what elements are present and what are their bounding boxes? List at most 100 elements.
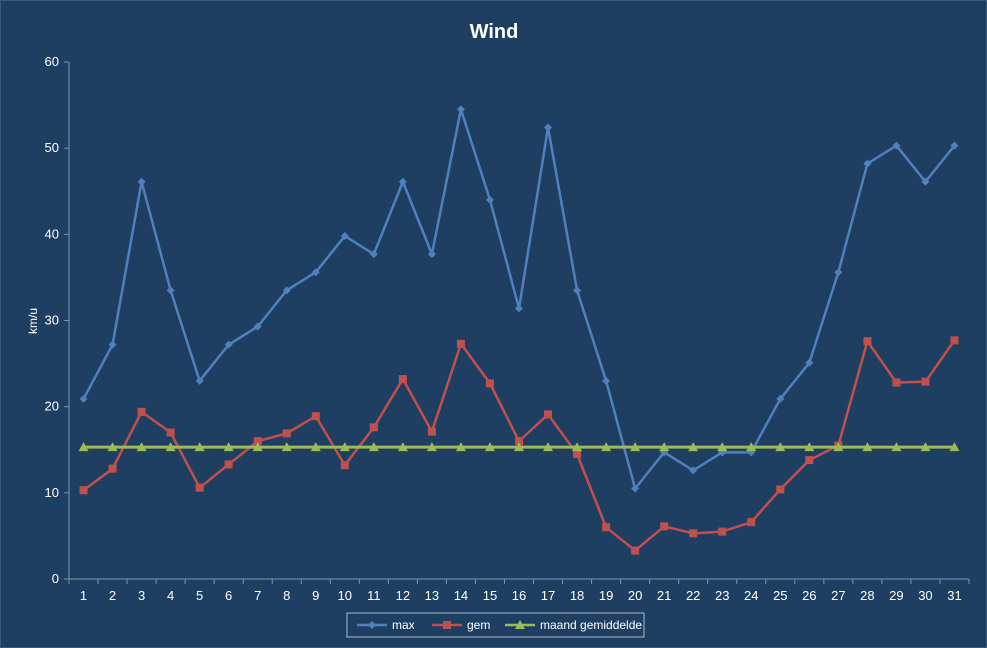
legend-marker [368, 621, 376, 629]
series-layer [78, 105, 960, 555]
x-tick-label: 5 [196, 588, 203, 603]
data-point [514, 442, 524, 452]
x-tick-label: 22 [686, 588, 700, 603]
x-tick-label: 6 [225, 588, 232, 603]
data-point [310, 442, 321, 452]
data-point [659, 442, 670, 452]
data-point [689, 466, 698, 475]
data-point [78, 442, 89, 452]
data-point [107, 442, 118, 452]
data-point [515, 437, 523, 446]
data-point [224, 460, 233, 469]
x-tick-label: 18 [570, 588, 584, 603]
data-point [746, 442, 757, 452]
data-point [863, 159, 872, 168]
data-point [282, 286, 291, 295]
y-axis-label: km/u [26, 308, 40, 334]
series-gem [79, 336, 959, 555]
data-point [949, 442, 960, 452]
data-point [892, 141, 901, 150]
data-point [921, 177, 930, 186]
x-tick-label: 19 [599, 588, 613, 603]
data-point [834, 268, 843, 277]
data-point [805, 358, 814, 367]
data-point [397, 442, 408, 452]
data-point [572, 442, 583, 452]
data-point [455, 442, 466, 452]
data-point [340, 461, 349, 470]
data-point [136, 442, 147, 452]
data-point [688, 442, 699, 452]
x-tick-label: 17 [541, 588, 555, 603]
data-point [427, 250, 436, 259]
data-point [137, 177, 146, 186]
x-tick-label: 14 [454, 588, 468, 603]
data-point [165, 442, 176, 452]
data-point [776, 485, 785, 494]
x-tick-label: 15 [483, 588, 497, 603]
data-point [891, 442, 902, 452]
data-point [776, 394, 785, 403]
data-point [426, 442, 437, 452]
x-tick-label: 12 [396, 588, 410, 603]
x-tick-label: 13 [425, 588, 439, 603]
x-tick-label: 16 [512, 588, 526, 603]
data-point [79, 394, 88, 403]
legend-marker [443, 621, 451, 629]
legend-marker [515, 620, 525, 629]
x-tick-label: 25 [773, 588, 787, 603]
data-point [747, 518, 756, 527]
y-tick-label: 40 [45, 226, 59, 241]
x-tick-label: 29 [889, 588, 903, 603]
x-tick-label: 24 [744, 588, 758, 603]
x-tick-label: 30 [918, 588, 932, 603]
x-tick-label: 21 [657, 588, 671, 603]
legend-label: max [392, 618, 415, 632]
data-point [630, 442, 641, 452]
data-point [805, 456, 814, 465]
legend-label: maand gemiddelde [540, 618, 642, 632]
x-tick-label: 10 [338, 588, 352, 603]
series-max [79, 105, 959, 493]
data-point [485, 195, 494, 204]
data-point [369, 250, 378, 259]
x-tick-label: 4 [167, 588, 174, 603]
x-tick-label: 8 [283, 588, 290, 603]
x-tick-label: 3 [138, 588, 145, 603]
data-point [573, 450, 582, 459]
data-point [282, 429, 291, 438]
data-point [398, 177, 407, 186]
data-point [427, 427, 436, 436]
data-point [224, 340, 233, 349]
data-point [862, 442, 873, 452]
data-point [544, 123, 553, 132]
x-tick-label: 26 [802, 588, 816, 603]
data-point [950, 336, 959, 345]
legend-label: gem [467, 618, 490, 632]
y-tick-label: 30 [45, 313, 59, 328]
data-point [311, 412, 320, 421]
x-tick-label: 7 [254, 588, 261, 603]
data-point [340, 232, 349, 241]
data-point [863, 337, 872, 346]
chart-title: Wind [470, 21, 519, 43]
data-point [339, 442, 350, 452]
data-point [543, 442, 554, 452]
data-point [166, 286, 175, 295]
data-point [602, 376, 611, 385]
x-tick-label: 27 [831, 588, 845, 603]
data-point [485, 379, 494, 388]
data-point [804, 442, 815, 452]
data-point [311, 268, 320, 277]
y-tick-label: 20 [45, 399, 59, 414]
data-point [892, 378, 901, 387]
data-point [252, 442, 263, 452]
data-point [398, 375, 407, 384]
data-point [108, 340, 117, 349]
data-point [166, 428, 175, 437]
y-tick-label: 0 [52, 571, 59, 586]
data-point [631, 546, 640, 555]
